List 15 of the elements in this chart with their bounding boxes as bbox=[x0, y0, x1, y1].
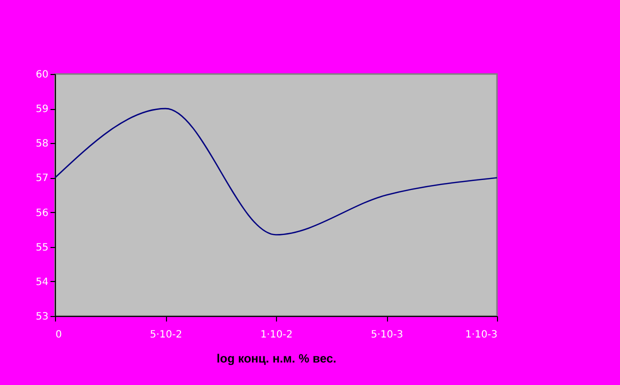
y-tick-label: 53 bbox=[36, 312, 48, 322]
x-tick-label: 5·10-2 bbox=[150, 330, 182, 340]
x-tick-label: 0 bbox=[56, 330, 62, 340]
x-axis-title: log конц. н.м. % вес. bbox=[216, 352, 336, 366]
y-tick-label: 58 bbox=[36, 138, 48, 150]
y-tick-label: 59 bbox=[36, 104, 48, 116]
line-series bbox=[54, 108, 498, 236]
y-tick-label: 57 bbox=[36, 173, 48, 184]
y-tick-label: 54 bbox=[36, 276, 48, 288]
y-tick-label: 56 bbox=[36, 208, 48, 219]
x-tick-label: 5·10-3 bbox=[370, 330, 404, 340]
x-tick-label: 1·10-3 bbox=[465, 330, 498, 340]
y-tick-label: 55 bbox=[36, 242, 48, 254]
x-tick-label: 1·10-2 bbox=[260, 330, 293, 340]
y-tick-label: 60 bbox=[36, 70, 48, 80]
